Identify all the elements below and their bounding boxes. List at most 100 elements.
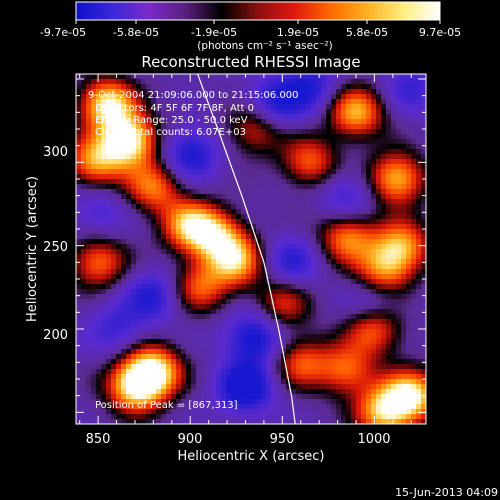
heatmap-cell [261, 249, 267, 255]
heatmap-cell [201, 224, 207, 230]
heatmap-cell [316, 364, 322, 370]
heatmap-cell [396, 419, 402, 424]
heatmap-cell [301, 179, 307, 185]
heatmap-cell [301, 274, 307, 280]
heatmap-cell [141, 74, 147, 80]
heatmap-cell [311, 244, 317, 250]
heatmap-cell [361, 344, 367, 350]
heatmap-cell [81, 94, 87, 100]
heatmap-cell [316, 89, 322, 95]
heatmap-cell [86, 199, 92, 205]
heatmap-cell [316, 329, 322, 335]
heatmap-cell [396, 374, 402, 380]
heatmap-cell [96, 294, 102, 300]
heatmap-cell [146, 244, 152, 250]
heatmap-cell [81, 224, 87, 230]
heatmap-cell [206, 294, 212, 300]
heatmap-cell [231, 414, 237, 420]
heatmap-cell [126, 149, 132, 155]
heatmap-cell [281, 394, 287, 400]
heatmap-cell [166, 394, 172, 400]
heatmap-cell [161, 259, 167, 265]
heatmap-cell [421, 164, 426, 170]
heatmap-cell [181, 344, 187, 350]
heatmap-cell [386, 224, 392, 230]
heatmap-cell [91, 154, 97, 160]
heatmap-cell [101, 299, 107, 305]
heatmap-cell [276, 374, 282, 380]
heatmap-cell [311, 124, 317, 130]
heatmap-cell [261, 89, 267, 95]
heatmap-cell [126, 129, 132, 135]
heatmap-cell [376, 139, 382, 145]
heatmap-cell [76, 184, 82, 190]
heatmap-cell [176, 194, 182, 200]
heatmap-cell [381, 269, 387, 275]
heatmap-cell [131, 399, 137, 405]
heatmap-cell [386, 284, 392, 290]
heatmap-cell [91, 414, 97, 420]
heatmap-cell [361, 314, 367, 320]
heatmap-cell [76, 129, 82, 135]
heatmap-cell [366, 224, 372, 230]
heatmap-cell [131, 259, 137, 265]
heatmap-cell [331, 339, 337, 345]
heatmap-cell [376, 379, 382, 385]
heatmap-cell [331, 399, 337, 405]
heatmap-cell [101, 164, 107, 170]
heatmap-cell [351, 119, 357, 125]
heatmap-cell [221, 379, 227, 385]
heatmap-cell [416, 114, 422, 120]
heatmap-cell [121, 304, 127, 310]
heatmap-cell [421, 84, 426, 90]
heatmap-cell [241, 74, 247, 80]
heatmap-cell [116, 419, 122, 424]
heatmap-cell [366, 269, 372, 275]
heatmap-cell [106, 294, 112, 300]
heatmap-cell [391, 284, 397, 290]
heatmap-cell [306, 314, 312, 320]
heatmap-cell [411, 274, 417, 280]
heatmap-cell [161, 379, 167, 385]
heatmap-cell [176, 319, 182, 325]
heatmap-cell [81, 239, 87, 245]
heatmap-cell [316, 134, 322, 140]
heatmap-cell [366, 94, 372, 100]
heatmap-cell [311, 344, 317, 350]
heatmap-cell [416, 304, 422, 310]
heatmap-cell [361, 119, 367, 125]
heatmap-cell [291, 329, 297, 335]
heatmap-cell [351, 369, 357, 375]
heatmap-cell [366, 184, 372, 190]
heatmap-cell [96, 394, 102, 400]
heatmap-cell [306, 199, 312, 205]
heatmap-cell [416, 344, 422, 350]
heatmap-cell [151, 384, 157, 390]
heatmap-cell [346, 354, 352, 360]
heatmap-cell [151, 334, 157, 340]
heatmap-cell [406, 399, 412, 405]
heatmap-cell [366, 379, 372, 385]
heatmap-cell [101, 254, 107, 260]
heatmap-cell [346, 304, 352, 310]
heatmap-cell [151, 294, 157, 300]
heatmap-cell [281, 374, 287, 380]
heatmap-cell [266, 384, 272, 390]
heatmap-cell [141, 384, 147, 390]
heatmap-cell [376, 389, 382, 395]
heatmap-cell [416, 374, 422, 380]
heatmap-cell [401, 379, 407, 385]
heatmap-cell [276, 419, 282, 424]
heatmap-cell [376, 124, 382, 130]
heatmap-cell [156, 99, 162, 105]
heatmap-cell [76, 304, 82, 310]
heatmap-cell [146, 174, 152, 180]
heatmap-cell [116, 244, 122, 250]
heatmap-cell [101, 154, 107, 160]
heatmap-cell [406, 244, 412, 250]
heatmap-cell [221, 414, 227, 420]
heatmap-cell [241, 379, 247, 385]
heatmap-cell [116, 399, 122, 405]
heatmap-cell [186, 409, 192, 415]
heatmap-cell [291, 279, 297, 285]
